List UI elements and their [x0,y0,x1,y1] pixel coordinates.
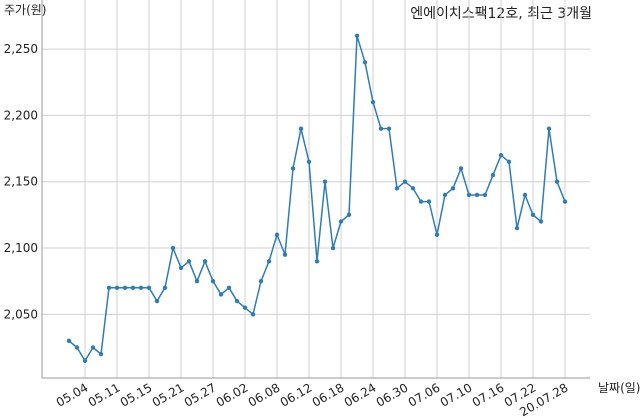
x-tick-label: 07.16 [470,380,507,409]
point [530,212,536,218]
point [114,285,120,291]
point [298,126,304,131]
point [314,259,320,264]
point [218,292,224,297]
point [202,259,208,264]
y-tick-label: 2,250 [4,42,38,56]
point [490,172,496,178]
x-tick-label: 06.24 [342,380,379,409]
x-tick-label: 06.30 [374,380,411,409]
point [354,33,360,39]
point [290,166,296,171]
point [322,179,328,184]
x-tick-label: 06.02 [214,380,251,409]
point [306,159,312,165]
x-tick-label: 07.06 [406,380,443,409]
point [522,192,528,198]
point [194,278,200,284]
point [370,99,376,105]
point [498,152,504,158]
y-tick-label: 2,150 [4,175,38,189]
point [66,338,72,344]
point [386,126,392,131]
point [466,192,472,198]
point [338,219,344,224]
x-tick-label: 05.15 [118,380,155,409]
point [226,285,232,291]
point [242,305,248,310]
x-tick-label: 05.11 [86,380,123,409]
point [458,166,464,171]
point [514,225,520,231]
point [162,285,168,291]
point [146,285,152,291]
point [546,126,552,131]
point [130,285,136,291]
point [434,232,440,237]
y-tick-label: 2,200 [4,108,38,122]
point [98,351,104,357]
point [106,285,112,291]
point [154,298,160,304]
x-tick-label: 05.04 [54,380,91,409]
point [418,199,424,204]
point [362,60,368,65]
point [450,186,456,191]
point [538,219,544,224]
y-tick-label: 2,050 [4,307,38,321]
point [474,192,480,198]
point [378,126,384,131]
point [346,212,352,218]
point [330,245,336,251]
point [282,252,288,257]
point [258,278,264,284]
point [122,285,128,291]
point [266,259,272,264]
point [442,192,448,198]
point [74,345,80,350]
point [506,159,512,165]
x-axis-label: 날짜(일) [598,381,640,395]
x-tick-label: 06.12 [278,380,315,409]
y-axis-label: 주가(원) [4,3,46,17]
point [82,358,88,363]
point [138,285,144,291]
x-tick-label: 07.10 [438,380,475,409]
line [68,35,566,363]
point [250,312,256,317]
x-tick-label: 05.21 [150,380,187,409]
point [90,345,96,350]
point [170,245,176,251]
point [186,259,192,264]
y-tick-label: 2,100 [4,241,38,255]
point [482,192,488,198]
point [554,179,560,184]
point [210,278,216,284]
x-tick-label: 06.08 [246,380,283,409]
point [234,298,240,304]
point [402,179,408,184]
point [394,186,400,191]
point [178,265,184,271]
point [426,199,432,204]
x-tick-label: 06.18 [310,380,347,409]
x-tick-label: 05.27 [182,380,219,409]
point [562,199,568,204]
point [410,186,416,191]
point [274,232,280,237]
